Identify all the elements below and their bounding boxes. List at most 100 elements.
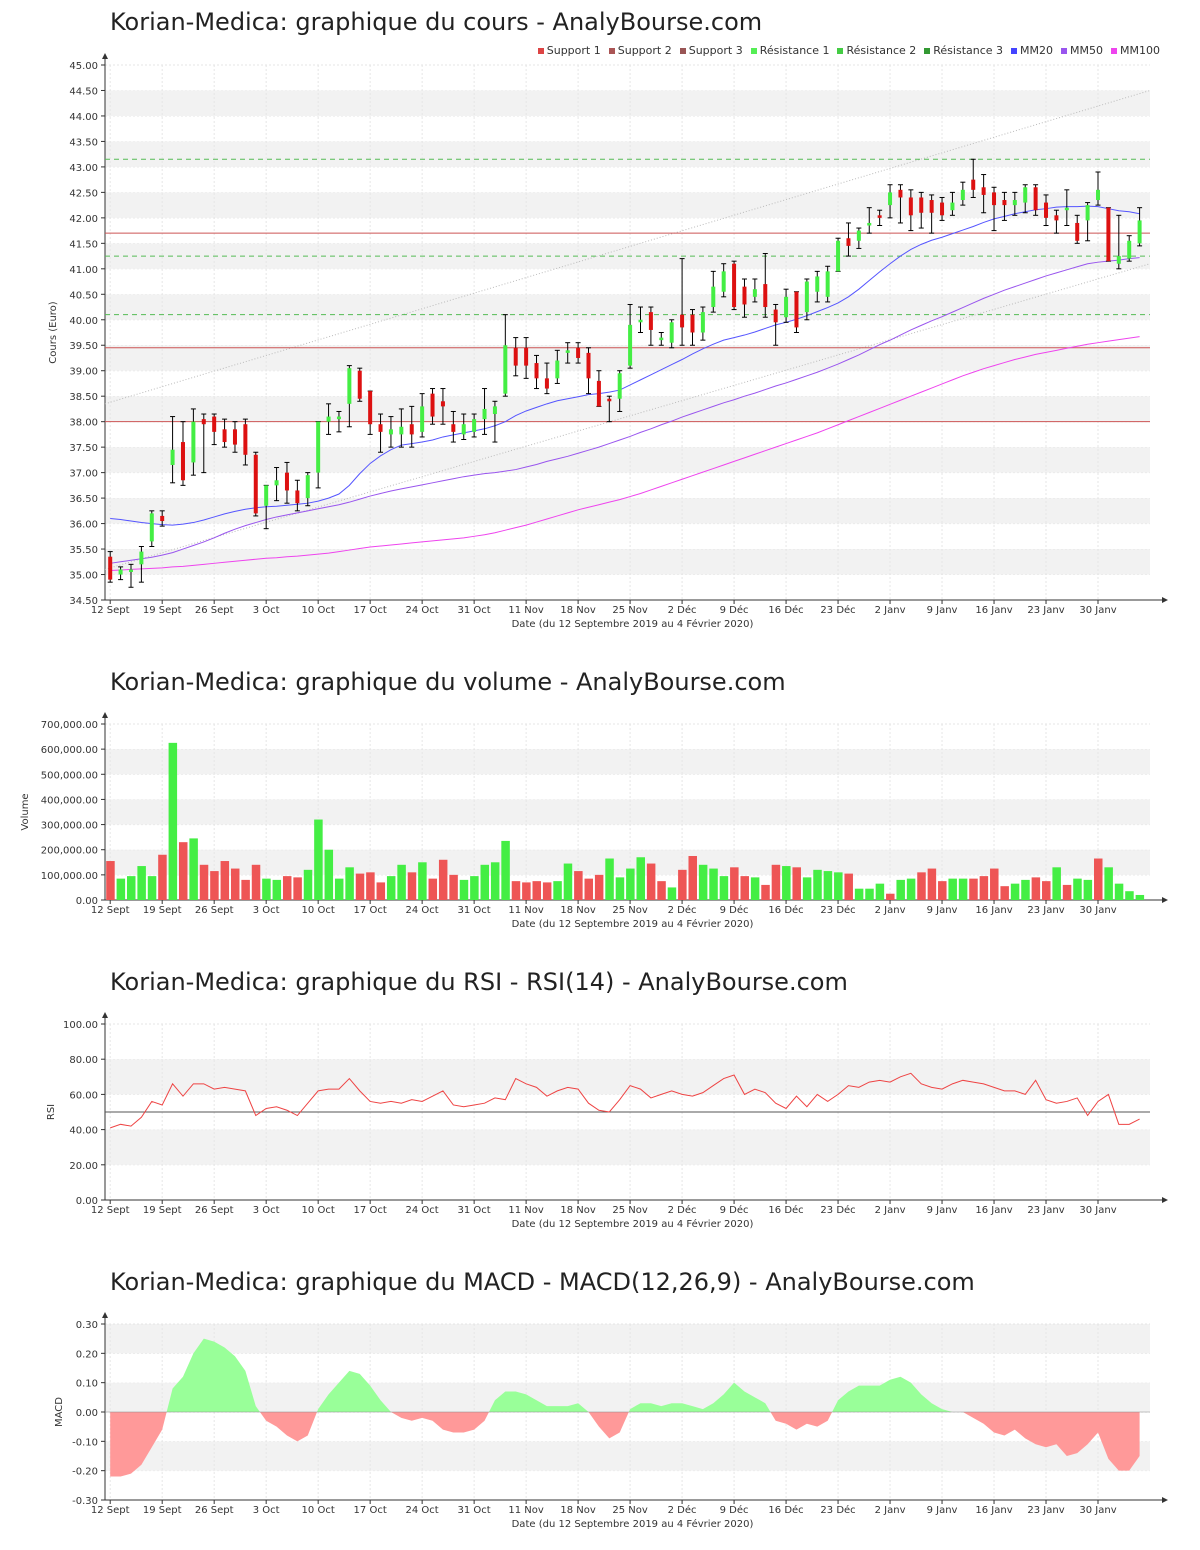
plot-band: [105, 294, 1150, 320]
plot-band: [105, 65, 1150, 91]
volume-bar: [917, 872, 926, 900]
candle: [315, 421, 321, 489]
y-tick-label: 35.00: [69, 571, 98, 582]
candle: [565, 342, 571, 364]
macd-area-positive: [628, 1382, 771, 1412]
candle: [575, 342, 581, 364]
volume-bar: [345, 867, 354, 900]
x-tick-label: 11 Nov: [508, 905, 544, 916]
volume-bar: [688, 856, 697, 900]
x-tick-label: 16 Déc: [768, 1204, 803, 1216]
y-tick-label: 0.00: [76, 1408, 98, 1419]
volume-bar: [1125, 891, 1134, 900]
candle-body: [586, 352, 591, 379]
volume-bar: [210, 871, 219, 900]
candle: [773, 303, 779, 346]
candle-body: [201, 419, 206, 425]
rsi-line: [110, 1072, 1140, 1129]
plot-band: [105, 724, 1150, 750]
x-tick-label: 10 Oct: [302, 905, 335, 916]
volume-bar: [480, 864, 490, 900]
candle-body: [981, 187, 986, 195]
volume-bar: [1062, 884, 1072, 900]
candle-body: [357, 370, 362, 399]
mm50-line: [110, 257, 1140, 564]
volume-bar: [1135, 894, 1145, 900]
candle-body: [929, 200, 934, 213]
candle: [180, 421, 186, 486]
volume-bar: [938, 881, 947, 900]
volume-bar: [220, 861, 230, 900]
volume-bar: [958, 878, 968, 900]
legend-item: Résistance 1: [750, 44, 829, 57]
x-axis-label: Date (du 12 Septembre 2019 au 4 Février …: [512, 1218, 754, 1230]
volume-bar: [584, 878, 594, 900]
candle-body: [305, 475, 310, 499]
candle: [211, 413, 217, 446]
candle-body: [420, 406, 425, 432]
plot-band: [105, 370, 1150, 397]
candle-body: [752, 289, 757, 297]
legend-item: Résistance 2: [837, 44, 916, 57]
candle: [1012, 191, 1018, 216]
x-tick-label: 30 Janv: [1079, 1505, 1116, 1516]
x-axis-label: Date (du 12 Septembre 2019 au 4 Février …: [512, 618, 754, 630]
volume-bar: [386, 876, 396, 900]
candle: [721, 263, 727, 298]
volume-bar: [470, 876, 479, 900]
y-tick-label: 38.00: [69, 418, 98, 429]
candle-body: [347, 368, 352, 404]
legend-swatch: [924, 47, 931, 54]
candle-body: [378, 424, 383, 432]
candle: [461, 413, 467, 440]
legend-label: MM100: [1120, 44, 1160, 57]
volume-bar: [782, 866, 791, 900]
volume-bar: [199, 864, 209, 900]
volume-bar: [719, 876, 729, 900]
x-tick-label: 18 Nov: [560, 605, 596, 616]
candle-body: [1096, 189, 1101, 201]
plot-band: [105, 574, 1150, 600]
candle: [1105, 207, 1111, 262]
x-tick-label: 9 Janv: [927, 605, 958, 616]
x-tick-label: 9 Janv: [927, 1505, 958, 1516]
x-tick-label: 31 Oct: [458, 905, 491, 916]
candle: [731, 260, 737, 311]
x-tick-label: 9 Déc: [720, 1504, 749, 1516]
y-tick-label: 41.00: [69, 265, 98, 276]
candle: [544, 362, 550, 395]
candle-body: [711, 286, 716, 308]
candle-body: [659, 337, 664, 341]
volume-bar: [761, 884, 770, 900]
y-tick-label: 39.00: [69, 367, 98, 378]
candle: [939, 196, 945, 221]
plot-band: [105, 166, 1150, 193]
candle-body: [773, 309, 778, 323]
y-tick-label: 41.50: [69, 239, 98, 250]
candle: [513, 337, 519, 377]
plot-band: [105, 799, 1150, 825]
x-tick-label: 10 Oct: [302, 1505, 335, 1516]
candle: [752, 278, 758, 303]
x-tick-label: 2 Déc: [668, 904, 697, 916]
candle: [700, 306, 706, 341]
y-axis-label: Volume: [20, 793, 31, 830]
volume-bar: [1042, 881, 1051, 900]
candle: [232, 421, 238, 453]
volume-bar: [574, 871, 583, 900]
candle: [689, 309, 695, 346]
candle-body: [971, 179, 976, 190]
candle-body: [440, 401, 445, 407]
volume-bar: [293, 877, 302, 900]
x-tick-label: 11 Nov: [508, 605, 544, 616]
volume-bar: [896, 879, 905, 900]
candle: [1053, 209, 1059, 234]
candle-body: [1085, 205, 1090, 221]
candle: [1095, 171, 1101, 206]
x-tick-label: 31 Oct: [458, 605, 491, 616]
volume-bar: [709, 868, 718, 900]
candle: [586, 347, 592, 395]
volume-bar: [230, 868, 240, 900]
volume-bar: [750, 877, 760, 900]
candle: [627, 303, 633, 369]
